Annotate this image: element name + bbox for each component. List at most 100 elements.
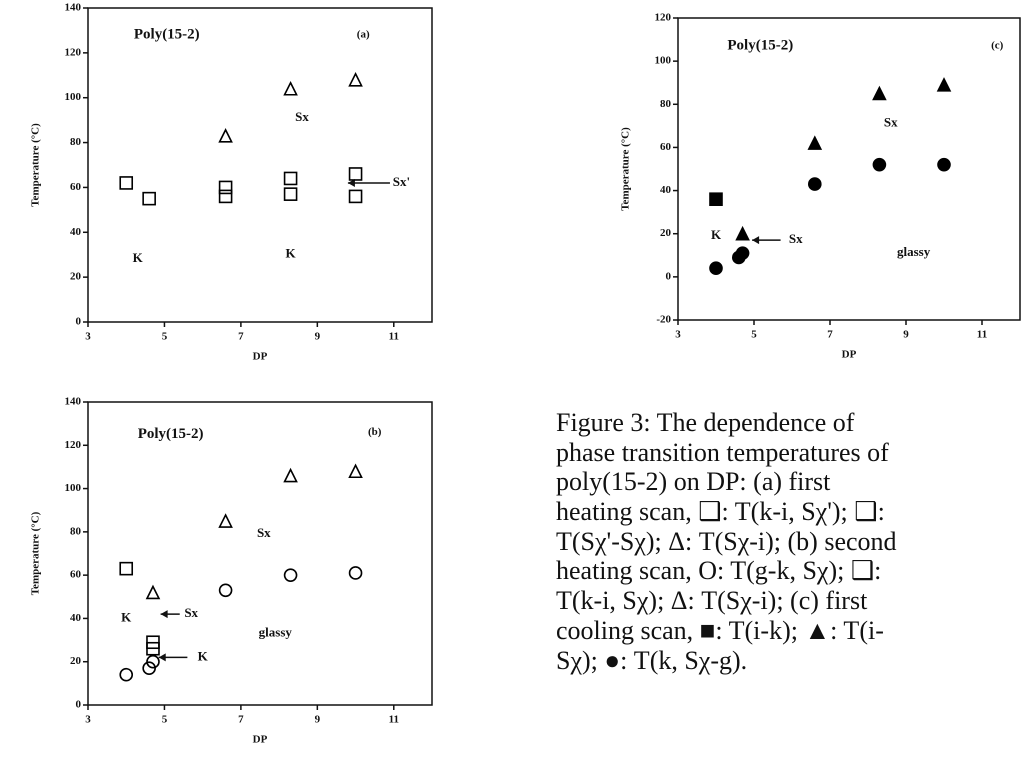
- point: [119, 176, 134, 190]
- y-tick-label: 0: [666, 270, 672, 282]
- point: [142, 661, 156, 676]
- y-tick-label: 100: [65, 482, 82, 494]
- caption-line: T(Sχ'-Sχ); Δ: T(Sχ-i); (b) second: [556, 526, 897, 556]
- point: [119, 667, 134, 682]
- chart: 0 20 40 60 80 100 120 140 3 5 7 9 11 DP Temperature (°…: [30, 396, 433, 746]
- caption-line: phase transition temperatures of: [556, 437, 889, 467]
- point: [283, 171, 298, 186]
- arrow-head: [347, 178, 355, 187]
- arrow-head: [160, 610, 168, 619]
- annotation: Sx: [184, 605, 198, 620]
- y-tick-label: 80: [70, 525, 82, 537]
- annotation: K: [121, 609, 132, 624]
- panel-label: (a): [357, 28, 370, 40]
- point: [735, 246, 750, 260]
- panel-label: (b): [368, 426, 382, 438]
- y-tick-label: 100: [65, 91, 82, 103]
- annotation: Sx: [884, 115, 898, 130]
- caption-line: T(k-i, Sχ); Δ: T(Sχ-i); (c) first: [556, 586, 868, 616]
- point: [872, 85, 887, 101]
- point: [218, 189, 233, 204]
- point: [937, 157, 951, 172]
- y-tick-label: 0: [76, 699, 82, 711]
- y-tick-label: 20: [70, 655, 82, 667]
- point: [146, 654, 160, 669]
- point: [145, 584, 161, 600]
- point: [283, 187, 298, 201]
- y-tick-label: 120: [65, 439, 82, 451]
- y-axis-label: Temperature (°C): [30, 123, 42, 207]
- x-axis-label: DP: [842, 349, 857, 361]
- y-tick-label: 40: [660, 184, 672, 196]
- x-tick-label: 7: [238, 714, 244, 726]
- x-tick-label: 7: [827, 329, 833, 341]
- y-tick-label: 80: [660, 98, 672, 110]
- plot-frame: [87, 401, 433, 706]
- caption: Figure 3: The dependence of phase transit…: [556, 408, 1021, 675]
- caption-line: heating scan, O: T(g-k, Sχ); ❑:: [556, 556, 882, 586]
- point: [283, 467, 298, 483]
- x-tick-label: 3: [85, 331, 91, 343]
- annotation: K: [198, 648, 209, 663]
- point: [119, 561, 134, 576]
- y-tick-label: 140: [65, 2, 82, 14]
- annotation: Sx': [393, 174, 410, 189]
- x-tick-label: 7: [238, 331, 244, 343]
- x-tick-label: 9: [315, 331, 321, 343]
- point: [348, 566, 363, 580]
- plot-frame: [677, 17, 1021, 321]
- point: [218, 513, 233, 528]
- point: [283, 568, 298, 582]
- point: [735, 225, 750, 241]
- point: [142, 191, 156, 206]
- y-axis-label: Temperature (°C): [620, 127, 632, 211]
- y-tick-label: 100: [655, 55, 672, 67]
- annotation: glassy: [897, 244, 931, 259]
- x-tick-label: 3: [675, 329, 681, 341]
- annotation: K: [711, 227, 722, 242]
- x-axis-label: DP: [253, 351, 268, 363]
- y-tick-label: 60: [660, 141, 672, 153]
- panel-label: (c): [991, 40, 1004, 52]
- y-tick-label: 20: [660, 227, 672, 239]
- point: [218, 583, 233, 598]
- y-tick-label: -20: [656, 314, 671, 326]
- point: [807, 177, 822, 191]
- point: [709, 192, 723, 206]
- point: [348, 463, 363, 479]
- plot-frame: [87, 7, 433, 323]
- x-tick-label: 11: [977, 329, 987, 341]
- caption-line: cooling scan, ■: T(i-k); ▲: T(i-: [556, 615, 884, 645]
- chart-title: Poly(15-2): [138, 426, 204, 442]
- caption-line: Sχ); ●: T(k, Sχ-g).: [556, 645, 748, 675]
- caption-line: Figure 3: The dependence of: [556, 408, 855, 437]
- point: [807, 135, 823, 150]
- chart: 0 20 40 60 80 100 120 140 3 5 7 9 11 DP Temperature (°…: [30, 2, 433, 363]
- point: [936, 77, 952, 92]
- y-tick-label: 140: [65, 396, 82, 408]
- y-tick-label: 20: [70, 271, 82, 283]
- y-tick-label: 0: [76, 316, 82, 328]
- x-tick-label: 5: [162, 714, 168, 726]
- x-tick-label: 5: [162, 331, 168, 343]
- point: [218, 128, 233, 143]
- caption-line: poly(15-2) on DP: (a) first: [556, 467, 831, 497]
- point: [348, 189, 363, 204]
- y-tick-label: 40: [70, 612, 82, 624]
- y-axis-label: Temperature (°C): [30, 511, 42, 595]
- point: [283, 80, 298, 96]
- annotation: Sx: [789, 231, 803, 246]
- x-tick-label: 3: [85, 714, 91, 726]
- y-tick-label: 60: [70, 181, 82, 193]
- annotation: K: [133, 250, 144, 265]
- point: [709, 261, 723, 276]
- annotation: glassy: [259, 625, 293, 640]
- y-tick-label: 120: [65, 46, 82, 58]
- arrow-head: [158, 653, 166, 662]
- x-tick-label: 5: [751, 329, 757, 341]
- point: [872, 157, 887, 172]
- point: [348, 167, 363, 181]
- point: [348, 71, 363, 87]
